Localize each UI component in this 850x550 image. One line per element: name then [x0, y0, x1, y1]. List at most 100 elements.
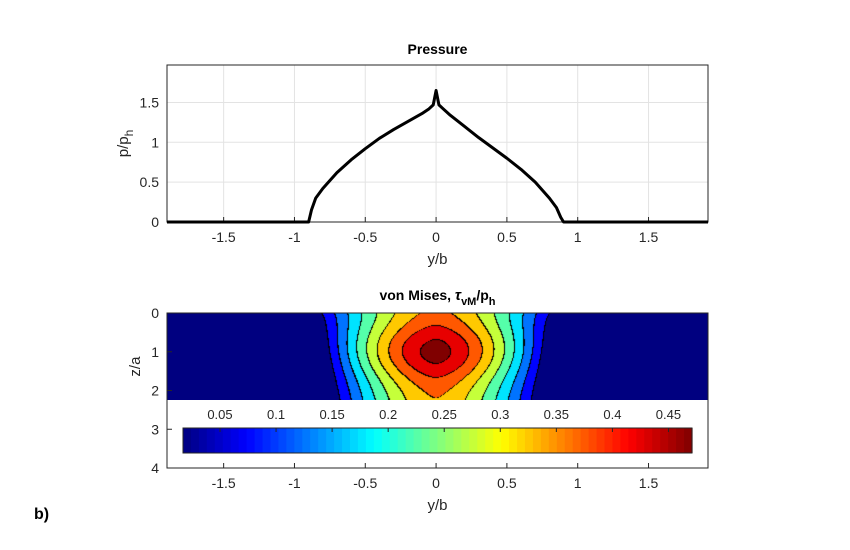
- x-tick-label: -1.5: [212, 229, 236, 245]
- x-tick-label: -0.5: [353, 229, 377, 245]
- x-tick-label: -1.5: [212, 475, 236, 491]
- colorbar-swatch: [278, 428, 287, 453]
- colorbar-swatch: [350, 428, 359, 453]
- colorbar-swatch: [556, 428, 566, 453]
- colorbar-swatch: [564, 428, 574, 453]
- colorbar-swatch: [214, 428, 224, 453]
- y-tick-label: 0.5: [140, 174, 160, 190]
- colorbar-swatch: [365, 428, 375, 453]
- colorbar-tick-label: 0.45: [656, 407, 681, 422]
- colorbar-swatch: [206, 428, 216, 453]
- colorbar-swatch: [389, 428, 399, 453]
- colorbar-swatch: [437, 428, 447, 453]
- x-tick-label: 1: [574, 229, 582, 245]
- colorbar-swatch: [326, 428, 335, 453]
- y-tick-label: 2: [151, 383, 159, 399]
- colorbar-swatch: [222, 428, 232, 453]
- colorbar-swatch: [413, 428, 423, 453]
- colorbar-swatch: [254, 428, 264, 453]
- colorbar-swatch: [357, 428, 367, 453]
- colorbar-swatch: [238, 428, 248, 453]
- colorbar-swatch: [310, 428, 319, 453]
- colorbar-tick-label: 0.1: [267, 407, 285, 422]
- colorbar-swatch: [612, 428, 622, 453]
- colorbar-swatch: [318, 428, 327, 453]
- colorbar-swatch: [572, 428, 582, 453]
- axes-box: [166, 312, 709, 469]
- x-tick-label: 1.5: [639, 229, 659, 245]
- colorbar-box: [182, 427, 693, 454]
- colorbar-tick-label: 0.15: [319, 407, 344, 422]
- colorbar-swatch: [461, 428, 470, 453]
- axes-box: [166, 64, 709, 223]
- pressure-axes: -1.5 -1 -0.5 0 0.5 1 1.5 0 0.5 1 1.5 Pressure y/b p/p…: [115, 41, 709, 268]
- von-mises-axes: 0.05 0.1 0.15 0.2 0.25 0.3 0.35 0.4 0.45 -1.5 -1 -0…: [127, 287, 709, 514]
- colorbar-swatch: [477, 428, 486, 453]
- x-tick-label: -1: [288, 229, 301, 245]
- colorbar-swatch: [660, 428, 669, 453]
- y-tick-label: 1: [151, 134, 159, 150]
- colorbar-swatch: [302, 428, 311, 453]
- colorbar-swatch: [294, 428, 303, 453]
- pressure-line: [167, 89, 708, 224]
- colorbar-swatch: [628, 428, 637, 453]
- colorbar-swatch: [485, 428, 494, 453]
- colorbar-swatch: [668, 428, 677, 453]
- colorbar-tick-label: 0.3: [491, 407, 509, 422]
- chart-title: von Mises, τvM/ph: [379, 287, 495, 308]
- colorbar-swatch: [540, 428, 550, 453]
- x-tick-label: 0.5: [497, 475, 517, 491]
- y-tick-label: 0: [151, 214, 159, 230]
- colorbar-swatch: [230, 428, 240, 453]
- x-tick-label: 1.5: [639, 475, 659, 491]
- colorbar-swatch: [532, 428, 542, 453]
- x-tick-label: 1: [574, 475, 582, 491]
- colorbar-swatch: [183, 428, 192, 453]
- colorbar-swatch: [588, 428, 598, 453]
- y-tick-label: 4: [151, 460, 159, 476]
- colorbar-swatch: [373, 428, 383, 453]
- colorbar-swatch: [334, 428, 343, 453]
- colorbar-swatch: [676, 428, 685, 453]
- colorbar-swatch: [548, 428, 558, 453]
- colorbar-swatch: [342, 428, 351, 453]
- von-mises-contour-field: [167, 313, 708, 400]
- colorbar-swatch: [469, 428, 478, 453]
- colorbar-swatch: [501, 428, 510, 453]
- colorbar-swatch: [246, 428, 256, 453]
- panel-label: b): [34, 506, 50, 523]
- colorbar-swatch: [620, 428, 629, 453]
- colorbar-swatch: [636, 428, 645, 453]
- colorbar-swatch: [198, 428, 208, 453]
- colorbar-swatch: [509, 428, 518, 453]
- colorbar-swatch: [445, 428, 455, 453]
- colorbar-swatch: [381, 428, 391, 453]
- colorbar-swatch: [604, 428, 614, 453]
- colorbar-swatch: [270, 428, 280, 453]
- y-axis-label: z/a: [127, 356, 144, 377]
- colorbar-swatch: [524, 428, 534, 453]
- chart-title: Pressure: [408, 41, 468, 57]
- x-axis-label: y/b: [427, 251, 447, 268]
- colorbar-swatch: [429, 428, 439, 453]
- colorbar-swatch: [453, 428, 462, 453]
- colorbar-swatch: [596, 428, 606, 453]
- y-tick-label: 1.5: [140, 94, 160, 110]
- colorbar-swatch: [644, 428, 653, 453]
- colorbar-tick-label: 0.05: [207, 407, 232, 422]
- x-tick-label: -0.5: [353, 475, 377, 491]
- colorbar-tick-label: 0.4: [603, 407, 621, 422]
- colorbar-tick-label: 0.35: [544, 407, 569, 422]
- y-tick-label: 1: [151, 344, 159, 360]
- colorbar-swatch: [421, 428, 431, 453]
- colorbar-swatch: [190, 428, 200, 453]
- x-tick-label: 0: [432, 475, 440, 491]
- colorbar-swatch: [397, 428, 407, 453]
- colorbar-swatch: [493, 428, 502, 453]
- colorbar-swatch: [652, 428, 661, 453]
- colorbar-swatch: [517, 428, 526, 453]
- colorbar-swatch: [405, 428, 415, 453]
- colorbar-swatch: [286, 428, 295, 453]
